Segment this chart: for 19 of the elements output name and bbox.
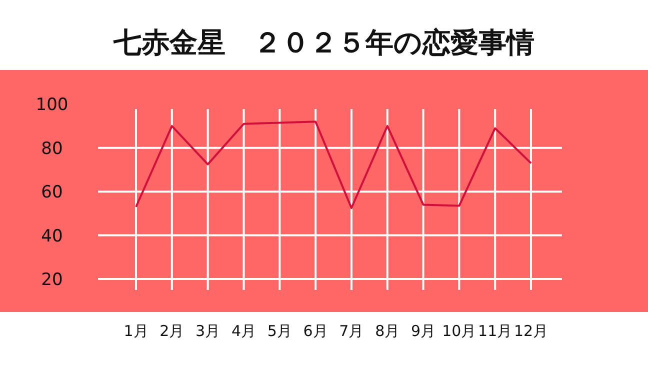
x-tick-label: 3月 — [196, 322, 220, 340]
y-tick-label: 60 — [41, 182, 63, 203]
x-tick-label: 10月 — [442, 322, 476, 340]
y-tick-label: 100 — [36, 95, 68, 116]
x-tick-label: 4月 — [231, 322, 256, 340]
x-tick-label: 5月 — [267, 322, 292, 340]
y-tick-label: 80 — [41, 138, 63, 159]
x-tick-label: 6月 — [303, 322, 328, 340]
x-tick-label: 9月 — [411, 322, 436, 340]
chart-title: 七赤金星 ２０２５年の恋愛事情 — [112, 26, 534, 59]
x-tick-label: 1月 — [124, 322, 148, 340]
x-tick-label: 7月 — [339, 322, 364, 340]
y-tick-label: 20 — [41, 270, 63, 290]
y-tick-label: 40 — [41, 226, 63, 246]
line-series — [135, 120, 532, 209]
x-tick-label: 8月 — [375, 322, 400, 340]
x-tick-label: 12月 — [514, 322, 548, 340]
x-tick-label: 2月 — [160, 322, 184, 340]
x-tick-label: 11月 — [478, 322, 512, 340]
